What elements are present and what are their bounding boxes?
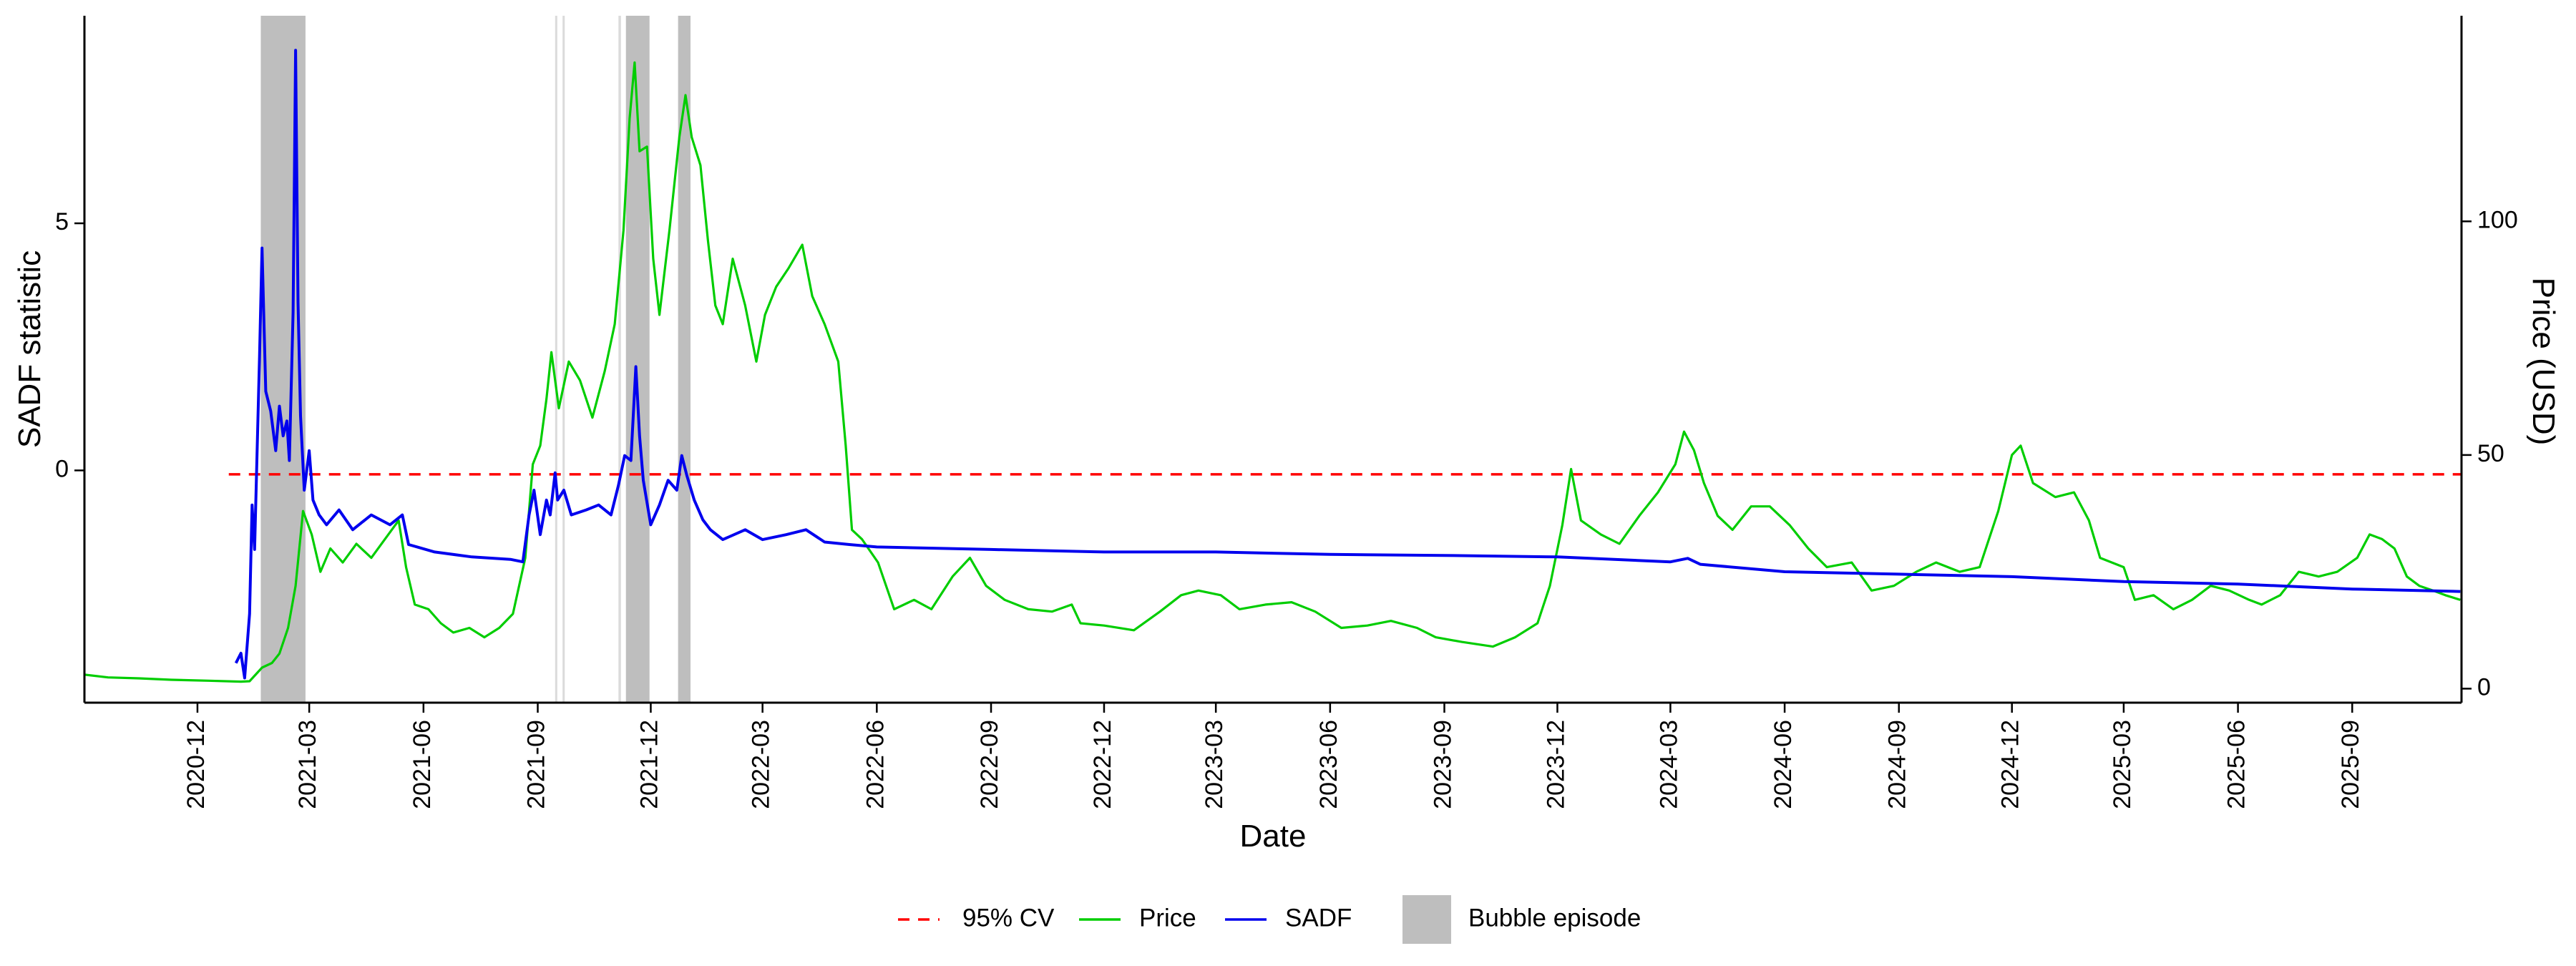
x-tick-label: 2021-06: [409, 720, 436, 809]
x-tick-label: 2025-09: [2337, 720, 2364, 809]
y-right-axis-title: Price (USD): [2526, 278, 2561, 446]
bubble-episode-4: [618, 16, 621, 703]
y-left-tick-label: 0: [55, 455, 69, 482]
price-line: [84, 61, 2461, 683]
legend-label: Bubble episode: [1468, 904, 1641, 932]
y-right-tick-label: 50: [2477, 440, 2504, 467]
y-left-axis-title: SADF statistic: [12, 250, 47, 448]
x-tick-label: 2024-12: [1997, 720, 2024, 809]
x-tick-label: 2025-03: [2109, 720, 2136, 809]
y-right-tick-label: 100: [2477, 206, 2518, 233]
bubble-episode-6: [678, 16, 691, 703]
legend-key-bubble-episode: [1402, 895, 1451, 944]
x-axis-title: Date: [1240, 819, 1307, 854]
ticks: 2020-12 2021-03 2021-06 2021-09 2021-12 2022-…: [55, 206, 2518, 809]
axes: [83, 16, 2463, 704]
x-tick-label: 2023-03: [1201, 720, 1228, 809]
x-tick-label: 2024-09: [1884, 720, 1911, 809]
x-tick-label: 2021-03: [294, 720, 321, 809]
bubble-episode-3: [562, 16, 565, 703]
price-series: [84, 61, 2461, 683]
x-tick-label: 2021-09: [522, 720, 550, 809]
y-left-tick-label: 5: [55, 208, 69, 235]
x-tick-label: 2022-12: [1089, 720, 1116, 809]
sadf-line: [234, 49, 2461, 680]
legend-label: 95% CV: [962, 904, 1055, 932]
x-tick-label: 2023-12: [1542, 720, 1569, 809]
bubble-episode-2: [555, 16, 557, 703]
x-tick-label: 2023-06: [1315, 720, 1342, 809]
x-tick-label: 2023-09: [1430, 720, 1457, 809]
x-tick-label: 2022-03: [748, 720, 775, 809]
sadf-series: [234, 49, 2461, 680]
x-tick-label: 2025-06: [2223, 720, 2250, 809]
legend: 95% CV Price SADF Bubble episode: [898, 895, 1641, 944]
x-tick-label: 2021-12: [635, 720, 663, 809]
y-right-tick-label: 0: [2477, 673, 2491, 701]
legend-label: Price: [1139, 904, 1196, 932]
x-tick-label: 2022-06: [862, 720, 889, 809]
x-tick-label: 2022-09: [976, 720, 1003, 809]
legend-label: SADF: [1285, 904, 1352, 932]
bubble-episodes: [260, 16, 691, 703]
x-tick-label: 2024-03: [1655, 720, 1682, 809]
x-tick-label: 2020-12: [182, 720, 210, 809]
x-tick-label: 2024-06: [1770, 720, 1797, 809]
